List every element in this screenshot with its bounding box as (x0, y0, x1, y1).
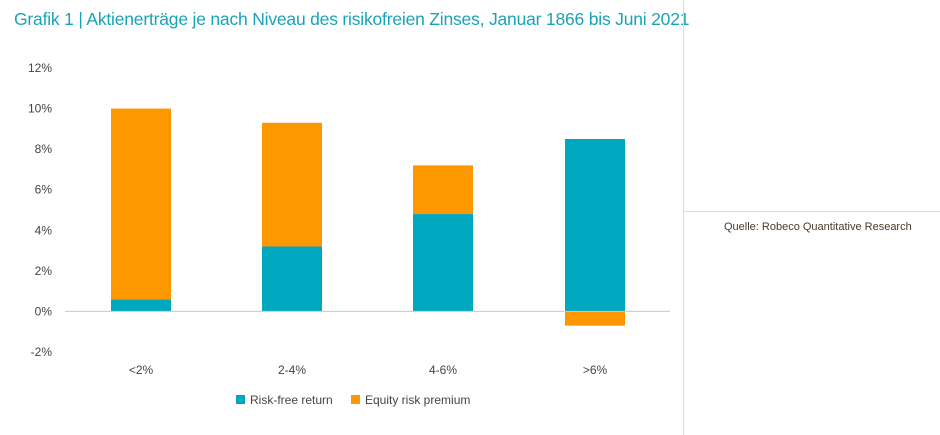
bar-group (111, 108, 625, 326)
y-tick-label: 4% (35, 223, 53, 237)
y-tick-label: 2% (35, 264, 53, 278)
legend-swatch-1 (351, 395, 360, 404)
bar-risk-free-3 (565, 139, 625, 312)
x-axis: <2% 2-4% 4-6% >6% (129, 363, 608, 377)
y-tick-label: 0% (35, 304, 53, 318)
vertical-divider (683, 0, 684, 435)
x-tick-label: 4-6% (429, 363, 457, 377)
x-tick-label: >6% (583, 363, 608, 377)
legend-swatch-0 (236, 395, 245, 404)
bar-risk-free-0 (111, 299, 171, 312)
x-tick-label: 2-4% (278, 363, 306, 377)
bar-risk-free-1 (262, 246, 322, 312)
legend: Risk-free return Equity risk premium (236, 393, 470, 407)
bar-equity-premium-1 (262, 122, 322, 247)
legend-label-0: Risk-free return (250, 393, 333, 407)
bar-equity-premium-0 (111, 108, 171, 300)
y-tick-label: -2% (31, 345, 53, 359)
bar-equity-premium-2 (413, 165, 473, 215)
chart-title: Grafik 1 | Aktienerträge je nach Niveau … (14, 9, 690, 29)
bar-chart: 12% 10% 8% 6% 4% 2% 0% -2% <2% 2-4% 4-6% >6% Risk-… (28, 61, 670, 407)
y-tick-label: 10% (28, 102, 52, 116)
bar-risk-free-2 (413, 214, 473, 312)
x-tick-label: <2% (129, 363, 154, 377)
bar-equity-premium-3 (565, 311, 625, 326)
y-tick-label: 8% (35, 142, 53, 156)
y-axis: 12% 10% 8% 6% 4% 2% 0% -2% (28, 61, 52, 359)
y-tick-label: 12% (28, 61, 52, 75)
legend-label-1: Equity risk premium (365, 393, 470, 407)
y-tick-label: 6% (35, 183, 53, 197)
horizontal-divider (683, 211, 940, 212)
source-note: Quelle: Robeco Quantitative Research (724, 221, 912, 233)
